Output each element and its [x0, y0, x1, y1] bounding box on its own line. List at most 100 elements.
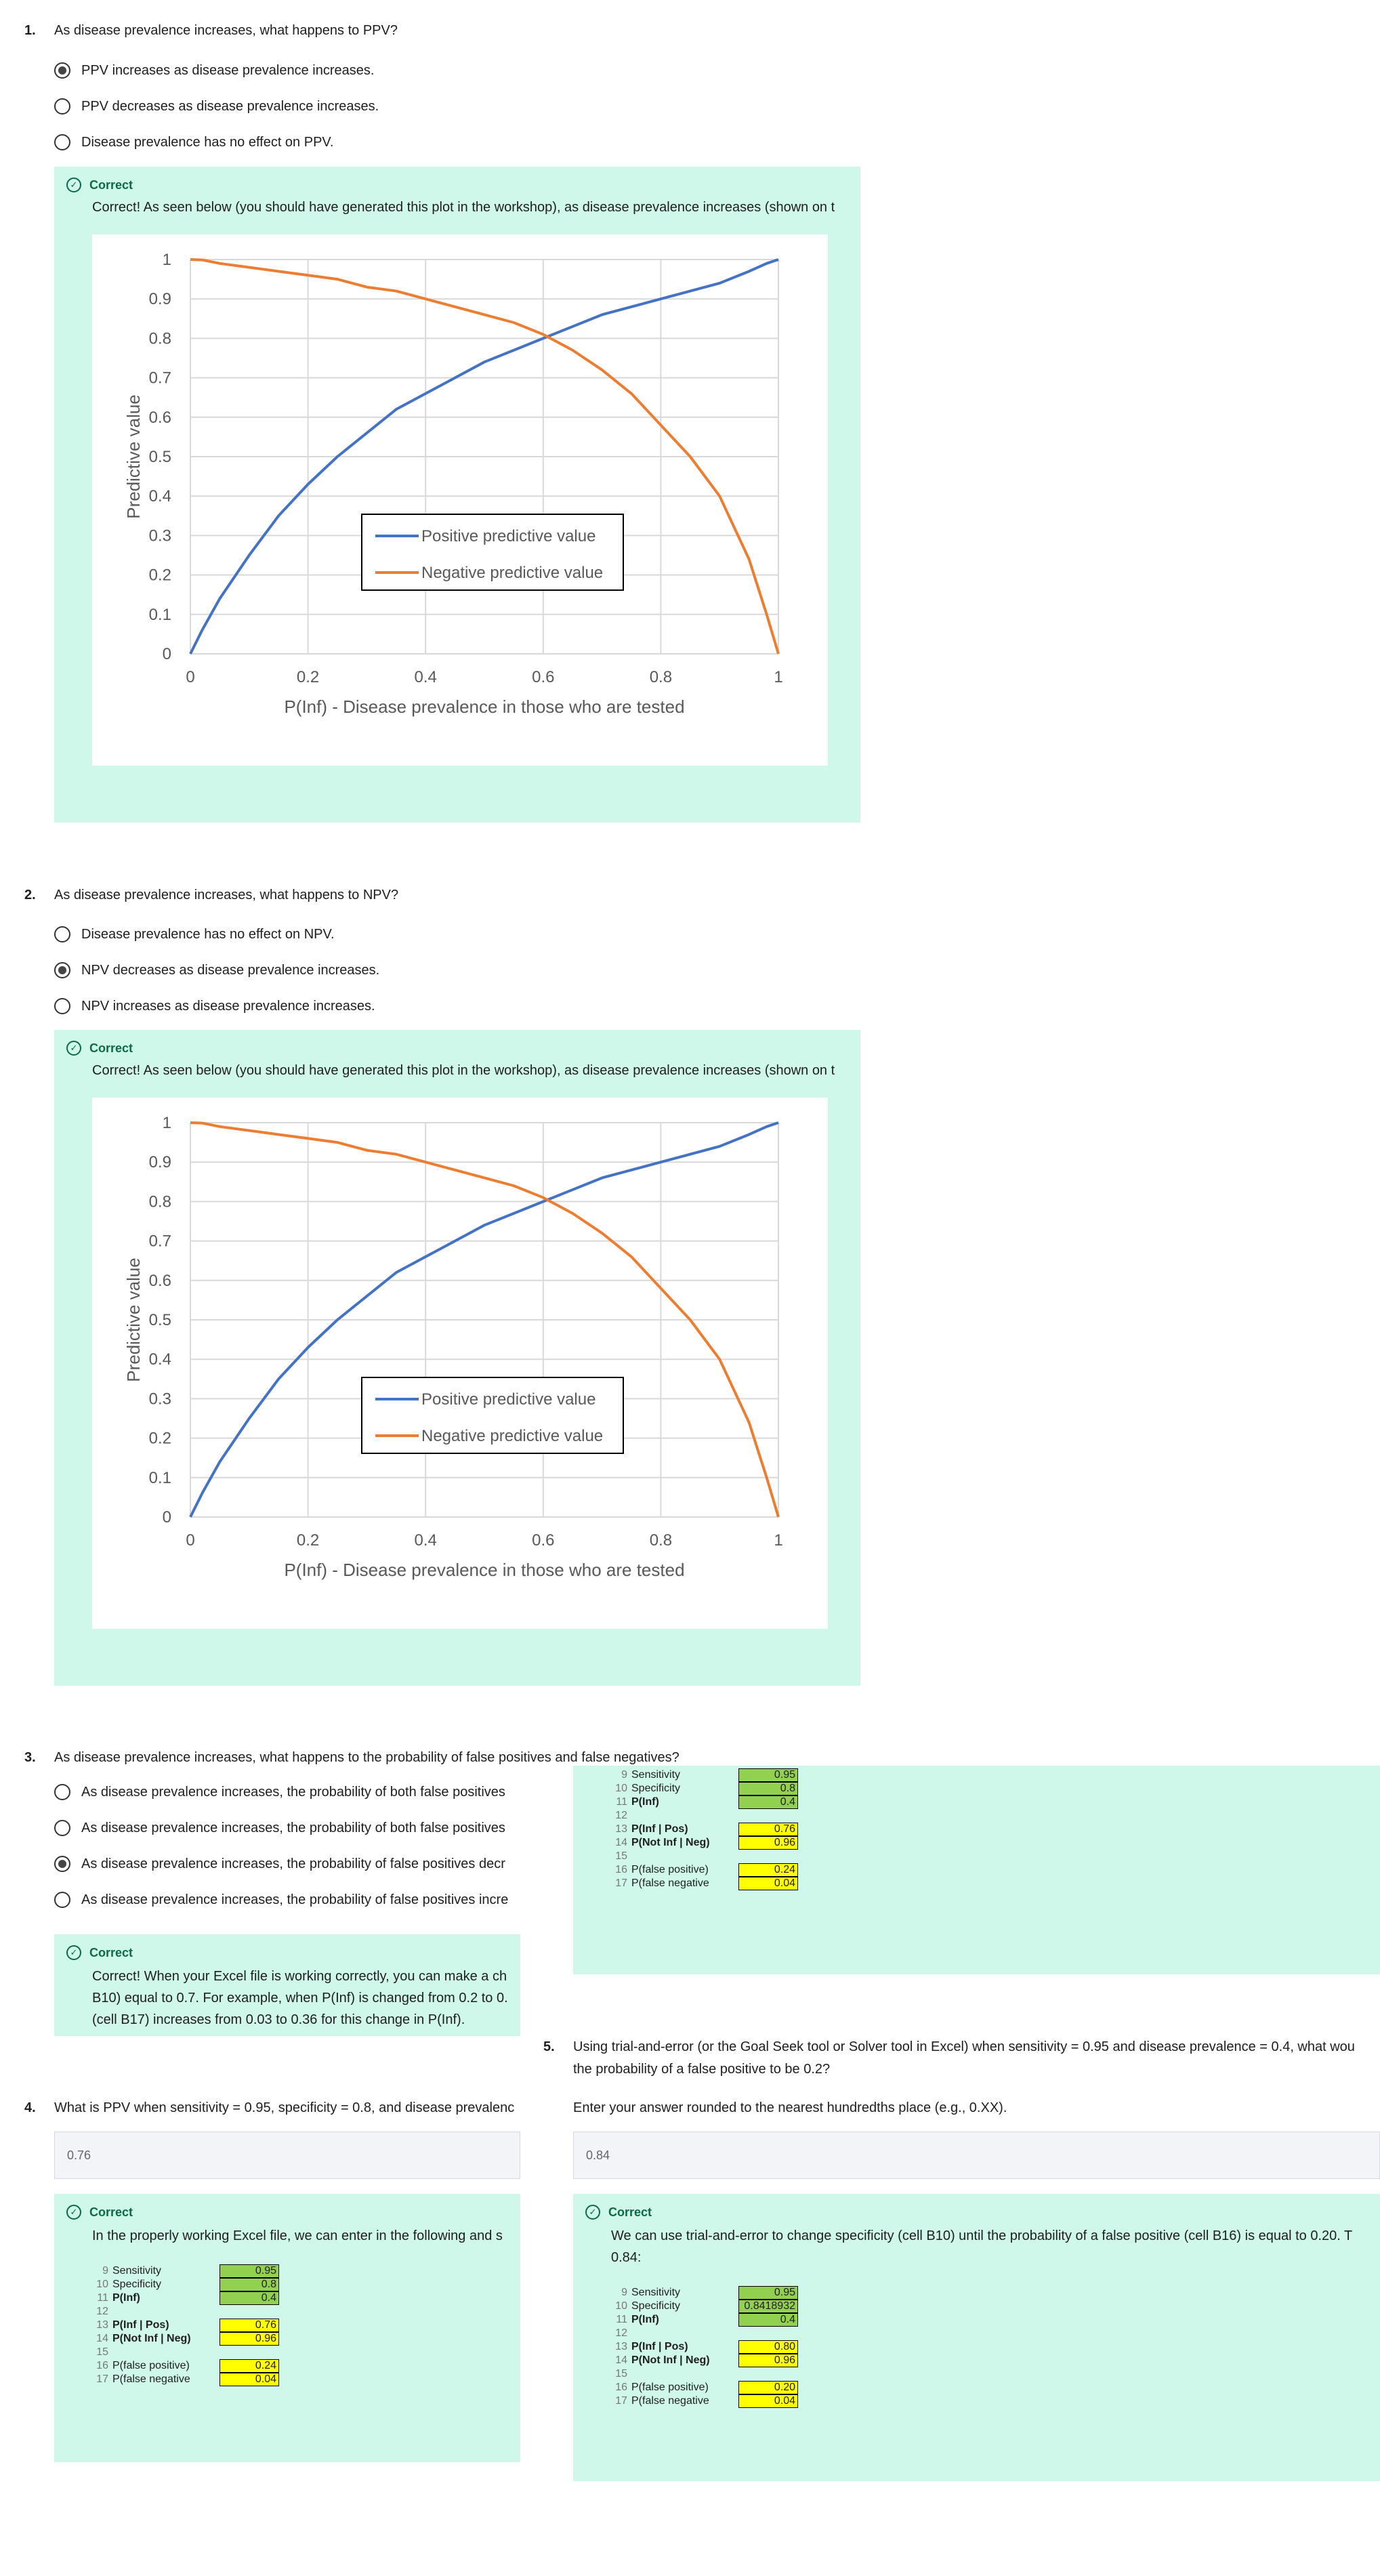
radio-button-selected[interactable]	[54, 62, 70, 79]
row-label: P(false positive)	[631, 1864, 709, 1875]
legend-entry: Negative predictive value	[421, 564, 603, 582]
y-tick-label: 0.8	[149, 329, 171, 348]
answer-option[interactable]: As disease prevalence increases, the pro…	[54, 1820, 505, 1836]
sheet-row: 11 P(Inf)	[92, 2291, 140, 2305]
y-tick-label: 0	[163, 1508, 171, 1526]
sheet-cell: 0.95	[219, 2264, 279, 2278]
x-tick-label: 0.8	[650, 668, 672, 686]
row-label: P(Not Inf | Neg)	[112, 2333, 191, 2344]
option-label: PPV decreases as disease prevalence incr…	[81, 98, 379, 114]
sheet-row: 10 Specificity	[611, 2300, 680, 2313]
radio-button[interactable]	[54, 1820, 70, 1836]
answer-option[interactable]: As disease prevalence increases, the pro…	[54, 1892, 508, 1908]
answer-option[interactable]: As disease prevalence increases, the pro…	[54, 1784, 505, 1800]
row-label: P(false positive)	[112, 2360, 190, 2371]
series-line	[189, 258, 779, 655]
feedback-text-line: B10) equal to 0.7. For example, when P(I…	[92, 1991, 508, 2006]
radio-button-selected[interactable]	[54, 962, 70, 978]
radio-button[interactable]	[54, 926, 70, 942]
series-line	[190, 258, 780, 655]
question-number: 3.	[24, 1750, 36, 1765]
row-label: P(false negative	[631, 2395, 709, 2407]
answer-input[interactable]: 0.84	[573, 2132, 1380, 2179]
x-tick-label: 0.6	[532, 1531, 554, 1550]
sheet-cell: 0.76	[219, 2319, 279, 2332]
option-label: NPV increases as disease prevalence incr…	[81, 998, 375, 1014]
row-number: 13	[615, 2341, 627, 2352]
x-tick-label: 0.4	[415, 1531, 437, 1550]
radio-button[interactable]	[54, 98, 70, 115]
radio-button[interactable]	[54, 998, 70, 1014]
sheet-row: 16 P(false positive)	[92, 2359, 190, 2373]
check-circle-icon: ✓	[66, 1945, 81, 1960]
feedback-panel: ✓ Correct In the properly working Excel …	[54, 2194, 520, 2462]
sheet-cell: 0.4	[738, 1795, 798, 1809]
question-text: As disease prevalence increases, what ha…	[54, 23, 398, 38]
y-tick-label: 0.5	[149, 1311, 171, 1329]
sheet-row: 14 P(Not Inf | Neg)	[611, 2354, 709, 2367]
radio-button[interactable]	[54, 1784, 70, 1800]
row-number: 11	[616, 2314, 627, 2325]
row-number: 10	[96, 2279, 108, 2290]
feedback-status-label: Correct	[608, 2205, 652, 2219]
sheet-cell: 0.04	[738, 1877, 798, 1890]
row-number: 17	[615, 2395, 627, 2407]
feedback-panel: ✓ Correct Correct! When your Excel file …	[54, 1934, 520, 2036]
sheet-cell: 0.04	[738, 2394, 798, 2408]
answer-option[interactable]: Disease prevalence has no effect on NPV.	[54, 926, 335, 942]
chart-legend	[361, 1377, 624, 1454]
sheet-row: 17 P(false negative	[611, 2394, 709, 2408]
option-label: As disease prevalence increases, the pro…	[81, 1892, 509, 1907]
chart-card: 0 0.1 0.2 0.3 0.4 0.5 0.6 0.7 0.8 0.9 1 0 0.2 0.4 0.6 0…	[92, 1098, 828, 1629]
question-text-line: the probability of a false positive to b…	[573, 2062, 831, 2077]
row-number: 13	[96, 2319, 108, 2331]
feedback-text: In the properly working Excel file, we c…	[92, 2228, 503, 2243]
sheet-row: 9 Sensitivity	[611, 2286, 680, 2300]
row-number: 15	[615, 1850, 627, 1862]
row-label: Sensitivity	[631, 1769, 681, 1781]
row-number: 13	[615, 1823, 627, 1835]
option-label: Disease prevalence has no effect on PPV.	[81, 134, 334, 150]
row-label: Specificity	[631, 2300, 681, 2312]
sheet-cell: 0.20	[738, 2381, 798, 2394]
check-circle-icon: ✓	[585, 2205, 600, 2220]
predictive-value-chart: 0 0.1 0.2 0.3 0.4 0.5 0.6 0.7 0.8 0.9 1 0 0.2 0.4 0.6 0…	[123, 1114, 783, 1580]
answer-option[interactable]: PPV decreases as disease prevalence incr…	[54, 98, 379, 115]
answer-option[interactable]: As disease prevalence increases, the pro…	[54, 1856, 505, 1872]
answer-option[interactable]: Disease prevalence has no effect on PPV.	[54, 134, 333, 150]
feedback-status: ✓ Correct	[66, 1945, 133, 1960]
x-tick-label: 0.6	[532, 668, 554, 686]
sheet-cell: 0.24	[738, 1863, 798, 1877]
radio-button-selected[interactable]	[54, 1856, 70, 1872]
row-number: 16	[615, 2382, 627, 2393]
y-tick-label: 0.4	[149, 487, 171, 505]
check-circle-icon: ✓	[66, 2205, 81, 2220]
sheet-cell: 0.80	[738, 2340, 798, 2354]
y-tick-label: 0.3	[149, 1390, 171, 1408]
x-tick-label: 0.4	[415, 668, 437, 686]
row-number: 12	[96, 2306, 108, 2317]
row-label: Specificity	[631, 1783, 681, 1794]
spreadsheet-excerpt: 9 Sensitivity 10 Specificity 11 P(Inf) 12 13 P(I…	[611, 2286, 814, 2412]
sheet-row: 14 P(Not Inf | Neg)	[92, 2332, 191, 2346]
radio-button[interactable]	[54, 1892, 70, 1908]
row-label: Sensitivity	[112, 2265, 162, 2277]
series-line	[189, 1121, 779, 1518]
answer-option[interactable]: NPV decreases as disease prevalence incr…	[54, 962, 379, 978]
answer-option[interactable]: PPV increases as disease prevalence incr…	[54, 62, 374, 79]
answer-input[interactable]: 0.76	[54, 2132, 520, 2179]
feedback-text: Correct! As seen below (you should have …	[92, 200, 835, 215]
y-tick-label: 0.1	[149, 606, 171, 624]
sheet-cell: 0.4	[738, 2313, 798, 2327]
sheet-row: 12	[92, 2305, 112, 2319]
y-tick-label: 1	[163, 251, 171, 269]
sheet-row: 14 P(Not Inf | Neg)	[611, 1836, 709, 1850]
radio-button[interactable]	[54, 134, 70, 150]
y-axis-label: Predictive value	[123, 394, 144, 519]
sheet-row: 9 Sensitivity	[92, 2264, 161, 2278]
row-number: 11	[97, 2292, 108, 2304]
y-tick-label: 0	[163, 645, 171, 663]
sheet-cell: 0.4	[219, 2291, 279, 2305]
answer-option[interactable]: NPV increases as disease prevalence incr…	[54, 998, 375, 1014]
row-label: Specificity	[112, 2279, 162, 2290]
